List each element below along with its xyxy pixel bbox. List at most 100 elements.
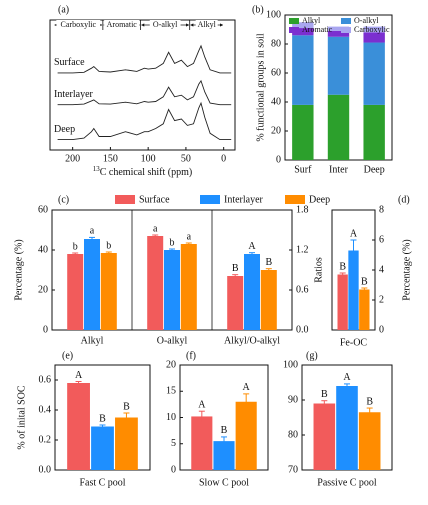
panel-label: (f) — [186, 350, 196, 361]
y-tick-label: 1.8 — [296, 204, 309, 215]
x-tick-label: 100 — [141, 153, 156, 164]
significance-letter: A — [243, 382, 251, 393]
y-axis-label: Percentage (%) — [401, 239, 412, 300]
y-axis-label: Ratios — [313, 257, 324, 283]
legend-swatch — [285, 195, 305, 204]
bar-segment — [327, 30, 350, 37]
bar — [348, 250, 359, 330]
y-tick-label: 0.6 — [296, 284, 309, 295]
y-tick-label: 0.2 — [39, 434, 52, 445]
series-label: Deep — [54, 124, 75, 135]
legend-label: Carboxylic — [354, 25, 390, 34]
y-tick-label: 40 — [38, 244, 48, 255]
bar-segment — [327, 26, 350, 31]
y-tick-label: 20 — [271, 125, 281, 136]
x-tick-label: O-alkyl — [157, 335, 188, 346]
bar-segment — [363, 26, 385, 33]
bar — [336, 386, 358, 470]
y-tick-label: 80 — [288, 429, 298, 440]
significance-letter: a — [90, 226, 95, 237]
x-tick-label: 0 — [221, 153, 226, 164]
y-tick-label: 20 — [166, 359, 176, 370]
panel-label: (c) — [58, 194, 69, 205]
y-tick-label: 4 — [379, 264, 384, 275]
legend-label: Interlayer — [224, 194, 264, 205]
region-label: Carboxylic — [61, 20, 97, 29]
y-tick-label: 15 — [166, 386, 176, 397]
y-tick-label: 80 — [271, 38, 281, 49]
significance-letter: b — [73, 241, 78, 252]
region-label-bg — [195, 20, 218, 30]
plot-frame — [49, 19, 236, 151]
x-axis-label: 13C chemical shift (ppm) — [93, 165, 192, 179]
significance-letter: B — [123, 401, 130, 412]
y-tick-label: 100 — [266, 9, 281, 20]
bar — [337, 274, 348, 330]
spectrum — [57, 101, 232, 141]
bar — [244, 254, 260, 330]
significance-letter: b — [106, 240, 111, 251]
x-tick-label: 150 — [103, 153, 118, 164]
legend-swatch — [200, 195, 220, 204]
legend-swatch — [341, 18, 351, 24]
y-tick-label: 1.2 — [296, 244, 309, 255]
y-axis-label: % functional groups in soil — [255, 33, 266, 142]
panel-label: (e) — [62, 350, 73, 361]
bar-segment — [327, 94, 350, 160]
significance-letter: A — [75, 370, 83, 381]
y-tick-label: 0 — [43, 324, 48, 335]
bar — [227, 276, 244, 330]
significance-letter: b — [170, 237, 175, 248]
x-tick-label: 50 — [181, 153, 191, 164]
y-tick-label: 40 — [271, 96, 281, 107]
y-tick-label: 70 — [288, 464, 298, 475]
significance-letter: B — [265, 257, 272, 268]
bar — [235, 401, 257, 470]
x-axis-label: Fast C pool — [79, 477, 125, 488]
y-tick-label: 5 — [171, 438, 176, 449]
x-axis-label-sup: 13 — [93, 165, 101, 173]
panel-label: (b) — [252, 4, 264, 15]
significance-letter: A — [248, 241, 256, 252]
spectrum — [57, 79, 232, 106]
significance-letter: B — [361, 276, 368, 287]
y-tick-label: 0 — [276, 154, 281, 165]
legend-label: Deep — [309, 194, 330, 205]
bar-segment — [363, 42, 385, 105]
bar — [164, 250, 180, 330]
bar — [147, 236, 164, 330]
bar — [67, 383, 90, 470]
legend-label: Surface — [139, 194, 170, 205]
bar — [313, 403, 336, 470]
significance-letter: a — [187, 231, 192, 242]
y-tick-label: 0.6 — [39, 374, 52, 385]
y-tick-label: 6 — [379, 234, 384, 245]
legend-label: O-alkyl — [354, 16, 379, 25]
bar — [91, 426, 114, 470]
bar-segment — [363, 32, 385, 43]
spectrum — [57, 44, 232, 74]
y-tick-label: 2 — [379, 294, 384, 305]
x-axis-label: Fe-OC — [340, 337, 368, 348]
bar-segment — [292, 104, 314, 160]
bar — [67, 254, 84, 330]
legend-label: Alkyl — [302, 16, 321, 25]
panel-label: (g) — [306, 350, 318, 361]
region-label: O-alkyl — [153, 20, 178, 29]
y-tick-label: 0 — [171, 464, 176, 475]
y-tick-label: 0.0 — [39, 464, 52, 475]
significance-letter: B — [339, 261, 346, 272]
bar-segment — [292, 22, 314, 29]
bar — [180, 244, 197, 330]
significance-letter: A — [350, 228, 358, 239]
bar — [100, 253, 117, 330]
significance-letter: a — [153, 223, 158, 234]
legend-swatch — [289, 18, 299, 24]
y-axis-label: Percentage (%) — [13, 239, 24, 300]
series-label: Surface — [54, 57, 85, 68]
significance-letter: A — [198, 399, 206, 410]
y-tick-label: 10 — [166, 412, 176, 423]
bar — [213, 441, 235, 470]
y-tick-label: 20 — [38, 284, 48, 295]
